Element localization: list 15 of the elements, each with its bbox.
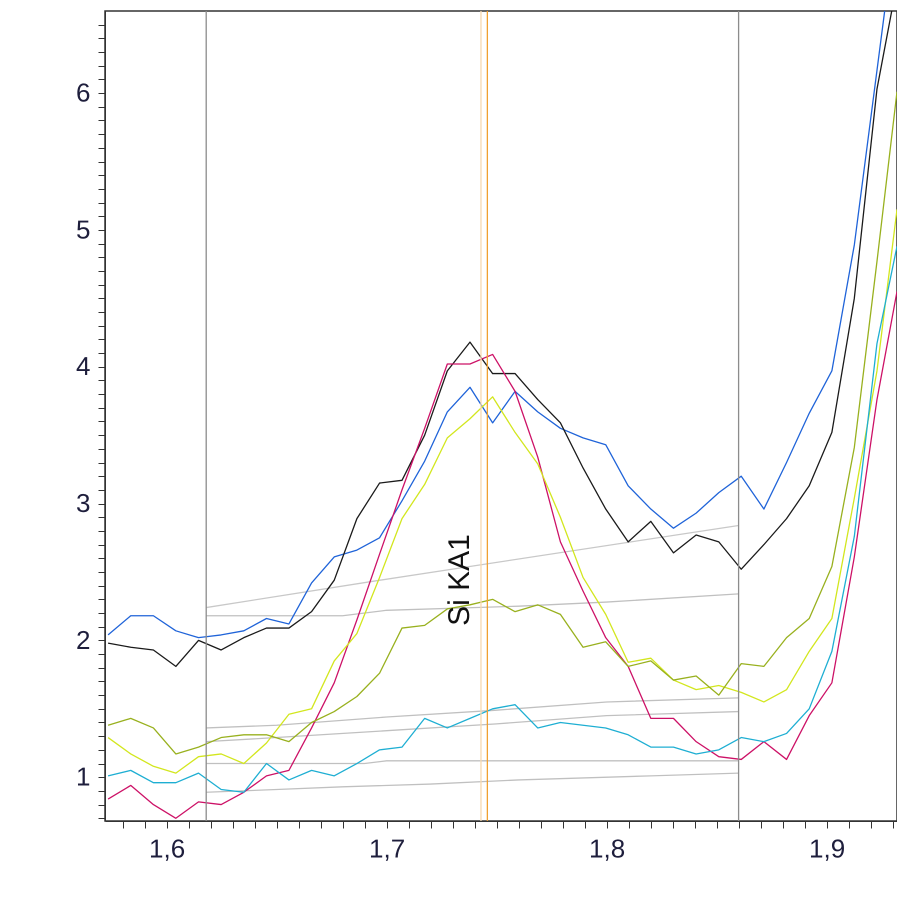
x-tick-label: 1,8	[589, 834, 626, 864]
y-tick-label: 6	[76, 78, 90, 108]
x-tick-label: 1,6	[149, 834, 186, 864]
y-tick-label: 3	[76, 488, 90, 518]
x-tick-label: 1,7	[369, 834, 406, 864]
y-tick-label: 5	[76, 214, 90, 244]
y-tick-label: 1	[76, 762, 90, 792]
line-series	[206, 710, 740, 742]
x-tick-label: 1,9	[809, 834, 846, 864]
line-series	[206, 772, 740, 793]
line-series	[206, 697, 740, 729]
y-tick-label: 2	[76, 624, 90, 655]
annotation: Si KA1	[443, 534, 476, 626]
line-series	[107, 91, 897, 755]
y-tick-label: 4	[76, 351, 90, 382]
